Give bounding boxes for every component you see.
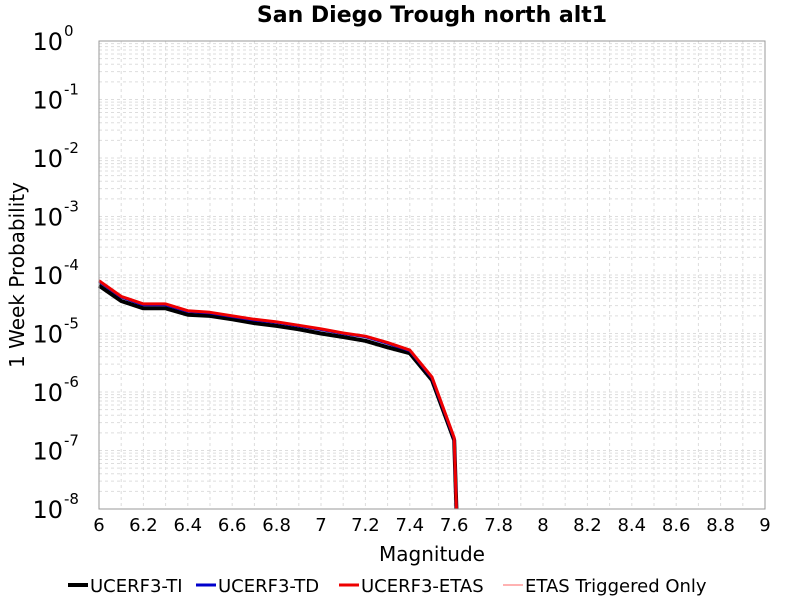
x-tick-label: 8.2: [573, 515, 602, 536]
y-tick-base: 10: [32, 321, 63, 349]
legend-item: UCERF3-TI: [68, 576, 183, 597]
legend-label: UCERF3-TD: [218, 576, 319, 597]
x-tick-label: 6: [93, 515, 104, 536]
y-tick-exponent: -2: [64, 139, 79, 157]
y-tick-base: 10: [32, 496, 63, 524]
y-tick-label: 10 -8: [32, 490, 79, 524]
x-tick-label: 8.8: [706, 515, 735, 536]
y-tick-label: 10 -3: [32, 198, 79, 232]
y-tick-base: 10: [32, 87, 63, 115]
y-tick-base: 10: [32, 262, 63, 290]
x-tick-label: 7.4: [395, 515, 424, 536]
x-tick-label: 7.2: [351, 515, 380, 536]
legend-label: UCERF3-ETAS: [361, 576, 484, 597]
x-tick-label: 7.8: [484, 515, 513, 536]
legend-label: ETAS Triggered Only: [525, 576, 707, 597]
series-line-ucerf3-td: [98, 280, 458, 510]
series-line-ucerf3-ti: [97, 283, 459, 510]
x-tick-label: 8.6: [662, 515, 691, 536]
plot-frame: [98, 40, 766, 510]
y-tick-label: 10 -6: [32, 373, 79, 407]
y-tick-label: 10 -2: [32, 139, 79, 173]
y-tick-exponent: -1: [64, 81, 79, 99]
x-tick-label: 6.8: [262, 515, 291, 536]
y-tick-label: 10 0: [32, 22, 73, 56]
legend: UCERF3-TI UCERF3-TD UCERF3-ETAS ETAS Trigge…: [68, 576, 707, 597]
x-tick-label: 8.4: [617, 515, 646, 536]
y-tick-label: 10 -4: [32, 256, 79, 290]
grid: [98, 41, 766, 510]
series-line-ucerf3-etas: [98, 279, 458, 510]
y-tick-exponent: -3: [64, 198, 79, 216]
chart-title: San Diego Trough north alt1: [257, 3, 607, 28]
x-tick-label: 9: [759, 515, 770, 536]
y-axis-label: 1 Week Probability: [5, 182, 29, 368]
y-tick-base: 10: [32, 438, 63, 466]
y-tick-exponent: 0: [64, 22, 74, 40]
y-tick-label: 10 -1: [32, 81, 79, 115]
x-axis-label: Magnitude: [379, 542, 485, 566]
y-tick-exponent: -5: [64, 315, 79, 333]
series-layer: [97, 279, 459, 510]
y-tick-base: 10: [32, 204, 63, 232]
legend-label: UCERF3-TI: [90, 576, 183, 597]
legend-item: UCERF3-TD: [196, 576, 319, 597]
x-tick-label: 6.6: [218, 515, 247, 536]
x-tick-label: 6.2: [129, 515, 158, 536]
y-tick-label: 10 -5: [32, 315, 79, 349]
y-tick-exponent: -8: [64, 490, 79, 508]
y-tick-label: 10 -7: [32, 432, 79, 466]
x-tick-label: 6.4: [173, 515, 202, 536]
legend-item: UCERF3-ETAS: [339, 576, 484, 597]
y-tick-base: 10: [32, 145, 63, 173]
y-tick-exponent: -4: [64, 256, 79, 274]
y-tick-exponent: -7: [64, 432, 79, 450]
x-tick-label: 7: [315, 515, 326, 536]
y-tick-exponent: -6: [64, 373, 79, 391]
y-tick-base: 10: [32, 28, 63, 56]
x-tick-label: 8: [537, 515, 548, 536]
legend-item: ETAS Triggered Only: [503, 576, 707, 597]
x-tick-labels: 6 6.2 6.4 6.6 6.8 7 7.2 7.4 7.6 7.8 8 8.2 8.4 8.6 8.8 9: [93, 515, 770, 536]
x-tick-label: 7.6: [440, 515, 469, 536]
y-tick-base: 10: [32, 379, 63, 407]
